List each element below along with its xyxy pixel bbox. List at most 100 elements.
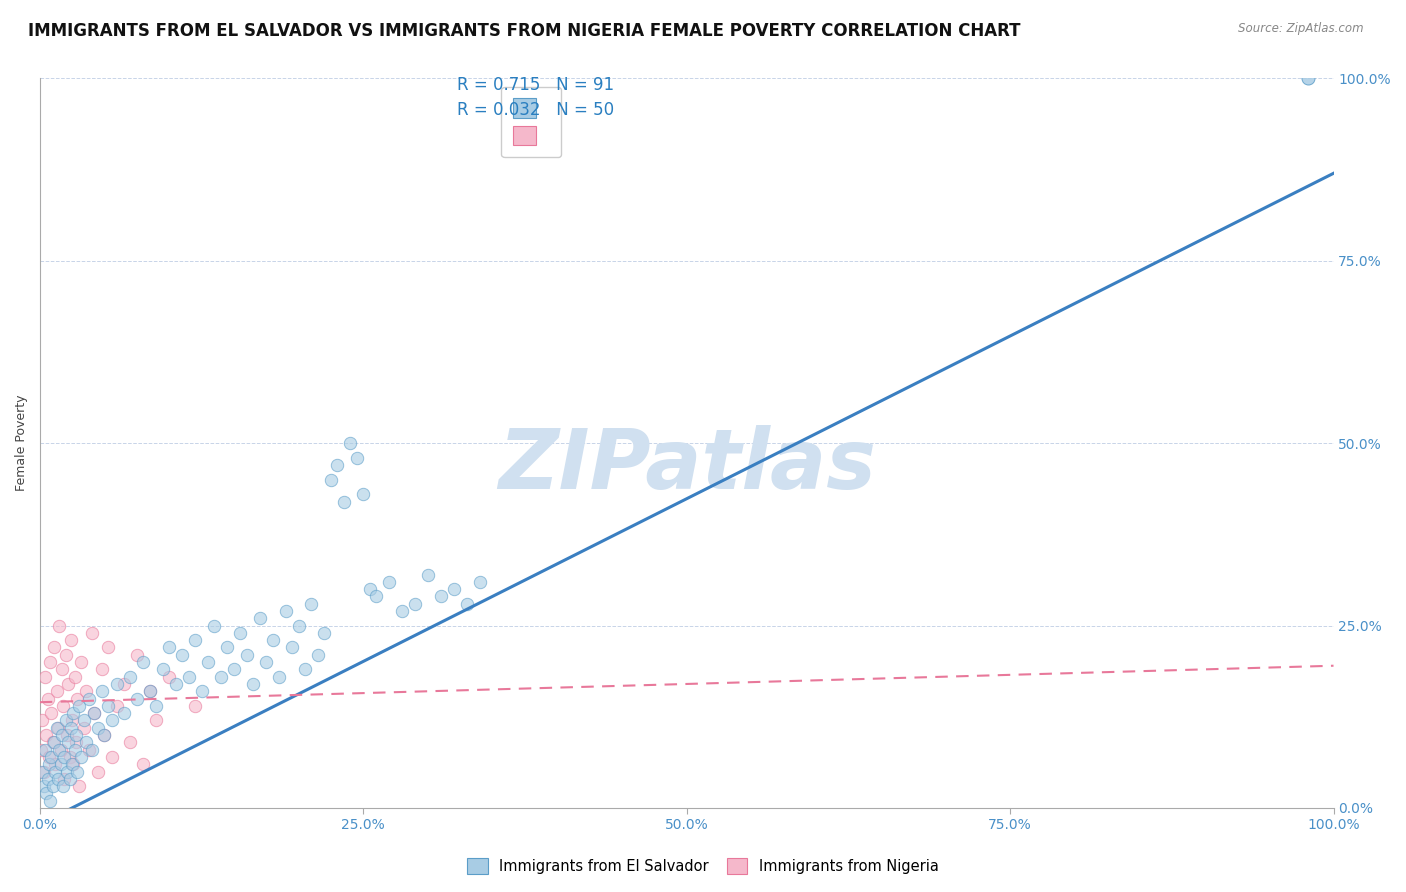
- Point: [59, 721, 82, 735]
- Point: [48, 618, 70, 632]
- Point: [314, 626, 336, 640]
- Point: [209, 670, 232, 684]
- Point: [294, 662, 316, 676]
- Point: [139, 684, 162, 698]
- Point: [53, 750, 76, 764]
- Point: [59, 633, 82, 648]
- Point: [301, 597, 323, 611]
- Point: [120, 735, 142, 749]
- Point: [352, 487, 374, 501]
- Point: [172, 648, 194, 662]
- Point: [93, 728, 115, 742]
- Point: [274, 604, 297, 618]
- Point: [262, 633, 284, 648]
- Point: [42, 735, 65, 749]
- Point: [39, 655, 62, 669]
- Point: [443, 582, 465, 596]
- Point: [60, 714, 83, 728]
- Point: [97, 640, 120, 655]
- Point: [249, 611, 271, 625]
- Point: [45, 684, 67, 698]
- Point: [190, 684, 212, 698]
- Point: [73, 714, 96, 728]
- Point: [77, 742, 100, 756]
- Legend: , : ,: [502, 87, 561, 157]
- Point: [184, 633, 207, 648]
- Point: [157, 640, 180, 655]
- Point: [90, 684, 112, 698]
- Point: [468, 574, 491, 589]
- Point: [31, 714, 53, 728]
- Point: [83, 706, 105, 720]
- Point: [404, 597, 426, 611]
- Point: [90, 662, 112, 676]
- Point: [34, 742, 56, 756]
- Text: ZIPatlas: ZIPatlas: [498, 425, 876, 506]
- Point: [62, 757, 84, 772]
- Point: [333, 494, 356, 508]
- Point: [56, 764, 79, 779]
- Point: [53, 772, 76, 786]
- Point: [83, 706, 105, 720]
- Point: [152, 662, 174, 676]
- Point: [41, 750, 63, 764]
- Point: [55, 648, 77, 662]
- Point: [229, 626, 252, 640]
- Point: [38, 750, 60, 764]
- Point: [75, 684, 97, 698]
- Point: [120, 670, 142, 684]
- Point: [75, 735, 97, 749]
- Point: [326, 458, 349, 472]
- Point: [217, 640, 239, 655]
- Point: [63, 742, 86, 756]
- Point: [139, 684, 162, 698]
- Point: [132, 655, 155, 669]
- Point: [39, 794, 62, 808]
- Point: [51, 662, 73, 676]
- Point: [97, 698, 120, 713]
- Point: [346, 450, 368, 465]
- Point: [416, 567, 439, 582]
- Point: [269, 670, 291, 684]
- Point: [66, 691, 89, 706]
- Point: [1296, 71, 1319, 86]
- Point: [46, 772, 69, 786]
- Point: [35, 728, 58, 742]
- Point: [145, 714, 167, 728]
- Point: [204, 618, 226, 632]
- Point: [49, 742, 72, 756]
- Point: [42, 640, 65, 655]
- Point: [63, 670, 86, 684]
- Point: [67, 779, 90, 793]
- Point: [157, 670, 180, 684]
- Point: [101, 714, 124, 728]
- Point: [112, 677, 135, 691]
- Point: [378, 574, 401, 589]
- Point: [132, 757, 155, 772]
- Point: [125, 691, 148, 706]
- Point: [77, 691, 100, 706]
- Point: [37, 691, 59, 706]
- Text: Source: ZipAtlas.com: Source: ZipAtlas.com: [1239, 22, 1364, 36]
- Point: [46, 721, 69, 735]
- Point: [80, 742, 103, 756]
- Point: [101, 750, 124, 764]
- Point: [197, 655, 219, 669]
- Point: [32, 764, 55, 779]
- Point: [184, 698, 207, 713]
- Point: [112, 706, 135, 720]
- Point: [65, 735, 87, 749]
- Point: [34, 670, 56, 684]
- Point: [242, 677, 264, 691]
- Point: [37, 772, 59, 786]
- Point: [73, 721, 96, 735]
- Point: [48, 742, 70, 756]
- Point: [67, 698, 90, 713]
- Point: [281, 640, 304, 655]
- Point: [93, 728, 115, 742]
- Point: [38, 757, 60, 772]
- Point: [125, 648, 148, 662]
- Point: [41, 706, 63, 720]
- Point: [254, 655, 277, 669]
- Point: [58, 772, 80, 786]
